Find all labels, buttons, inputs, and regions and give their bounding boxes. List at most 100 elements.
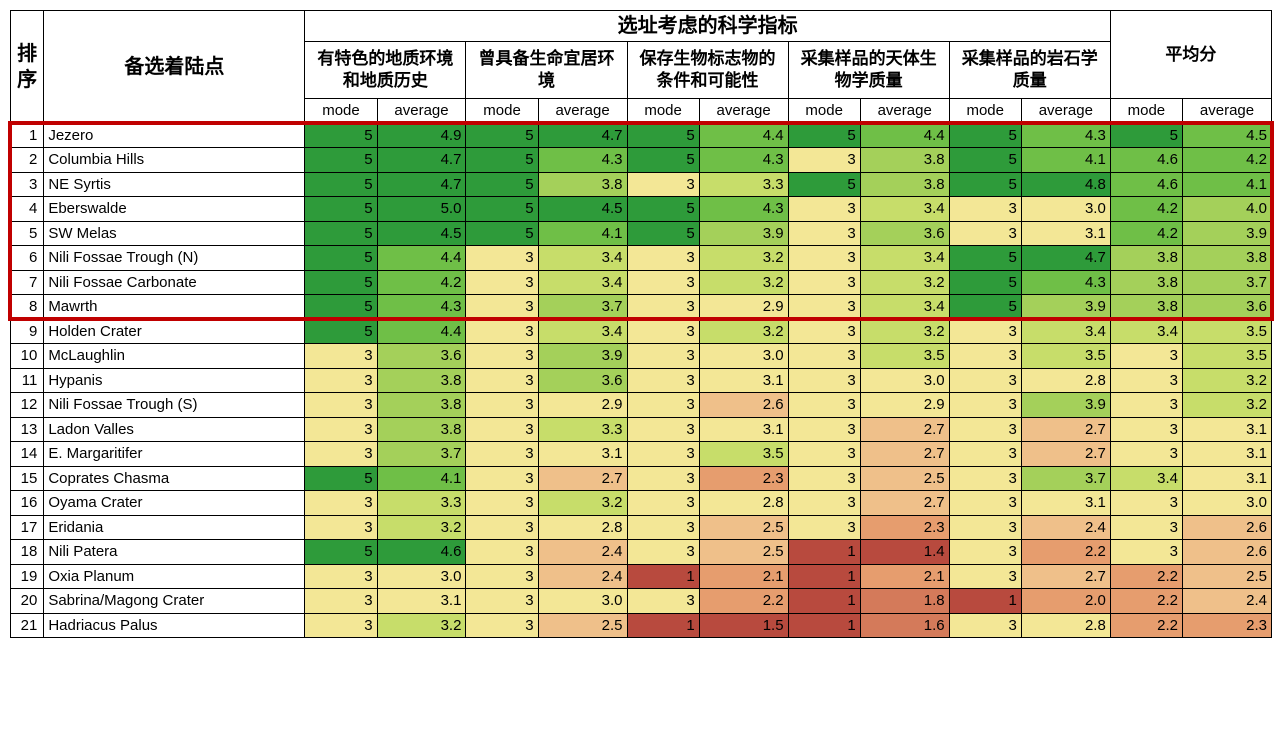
cell-rank: 7	[11, 270, 44, 295]
cell-average: 4.7	[377, 148, 466, 173]
cell-mode: 3	[788, 442, 860, 467]
cell-mode: 3	[466, 589, 538, 614]
cell-average: 3.1	[1021, 491, 1110, 516]
header-site: 备选着陆点	[44, 11, 305, 124]
cell-average: 3.1	[1183, 466, 1272, 491]
cell-site: Nili Fossae Carbonate	[44, 270, 305, 295]
cell-mode: 3	[466, 515, 538, 540]
header-criterion-0: 有特色的地质环境和地质历史	[305, 42, 466, 99]
cell-mode: 3	[466, 564, 538, 589]
subheader-average: average	[699, 99, 788, 124]
cell-mode: 3	[466, 613, 538, 638]
subheader-average: average	[860, 99, 949, 124]
cell-average: 2.5	[538, 613, 627, 638]
cell-average: 2.5	[699, 515, 788, 540]
cell-mode: 5	[305, 197, 377, 222]
cell-site: Holden Crater	[44, 319, 305, 344]
cell-average: 4.7	[538, 123, 627, 148]
cell-average: 3.7	[377, 442, 466, 467]
cell-average: 4.4	[860, 123, 949, 148]
cell-rank: 17	[11, 515, 44, 540]
cell-mode: 3	[1110, 368, 1182, 393]
cell-average: 4.8	[1021, 172, 1110, 197]
cell-mode: 3	[627, 172, 699, 197]
cell-site: McLaughlin	[44, 344, 305, 369]
cell-rank: 5	[11, 221, 44, 246]
cell-mode: 3	[627, 270, 699, 295]
cell-average: 3.9	[538, 344, 627, 369]
cell-average: 2.3	[699, 466, 788, 491]
cell-mode: 3	[949, 466, 1021, 491]
table-row: 9Holden Crater54.433.433.233.233.43.43.5	[11, 319, 1272, 344]
cell-mode: 3	[788, 344, 860, 369]
cell-mode: 3	[466, 491, 538, 516]
cell-average: 3.8	[1183, 246, 1272, 271]
cell-rank: 2	[11, 148, 44, 173]
cell-mode: 3	[1110, 417, 1182, 442]
cell-mode: 2.2	[1110, 613, 1182, 638]
cell-mode: 3	[1110, 491, 1182, 516]
cell-mode: 3	[305, 515, 377, 540]
subheader-mode: mode	[949, 99, 1021, 124]
cell-average: 3.5	[1021, 344, 1110, 369]
cell-average: 4.3	[538, 148, 627, 173]
cell-mode: 5	[305, 295, 377, 320]
cell-average: 1.5	[699, 613, 788, 638]
cell-average: 2.6	[1183, 540, 1272, 565]
cell-mode: 3	[1110, 344, 1182, 369]
cell-average: 2.5	[699, 540, 788, 565]
cell-average: 2.7	[860, 417, 949, 442]
cell-rank: 14	[11, 442, 44, 467]
cell-average: 5.0	[377, 197, 466, 222]
cell-rank: 9	[11, 319, 44, 344]
cell-mode: 5	[627, 148, 699, 173]
cell-average: 3.1	[1183, 417, 1272, 442]
cell-average: 4.4	[699, 123, 788, 148]
cell-mode: 3	[627, 491, 699, 516]
cell-average: 2.7	[1021, 417, 1110, 442]
cell-mode: 3	[949, 393, 1021, 418]
cell-site: Oyama Crater	[44, 491, 305, 516]
cell-average: 2.7	[1021, 442, 1110, 467]
cell-site: Jezero	[44, 123, 305, 148]
table-row: 7Nili Fossae Carbonate54.233.433.233.254…	[11, 270, 1272, 295]
cell-average: 3.0	[860, 368, 949, 393]
cell-average: 3.2	[699, 246, 788, 271]
cell-mode: 5	[305, 319, 377, 344]
cell-mode: 5	[949, 148, 1021, 173]
cell-average: 3.8	[860, 172, 949, 197]
cell-mode: 3	[466, 417, 538, 442]
cell-site: Hypanis	[44, 368, 305, 393]
cell-average: 3.5	[699, 442, 788, 467]
cell-mode: 5	[949, 246, 1021, 271]
cell-mode: 5	[305, 221, 377, 246]
cell-mode: 3	[305, 344, 377, 369]
cell-average: 2.4	[538, 564, 627, 589]
cell-mode: 3	[305, 368, 377, 393]
table-row: 11Hypanis33.833.633.133.032.833.2	[11, 368, 1272, 393]
cell-average: 4.2	[1183, 148, 1272, 173]
cell-average: 4.5	[377, 221, 466, 246]
cell-mode: 2.2	[1110, 589, 1182, 614]
cell-mode: 3	[949, 319, 1021, 344]
cell-rank: 18	[11, 540, 44, 565]
cell-rank: 3	[11, 172, 44, 197]
cell-mode: 3	[788, 197, 860, 222]
cell-mode: 3	[466, 393, 538, 418]
cell-average: 3.5	[1183, 319, 1272, 344]
cell-mode: 1	[788, 613, 860, 638]
cell-average: 3.2	[377, 613, 466, 638]
cell-average: 3.5	[860, 344, 949, 369]
cell-average: 4.2	[377, 270, 466, 295]
cell-site: SW Melas	[44, 221, 305, 246]
cell-average: 2.5	[1183, 564, 1272, 589]
cell-rank: 10	[11, 344, 44, 369]
cell-mode: 5	[305, 246, 377, 271]
cell-average: 3.9	[1021, 295, 1110, 320]
cell-site: Hadriacus Palus	[44, 613, 305, 638]
cell-mode: 5	[1110, 123, 1182, 148]
cell-average: 3.0	[377, 564, 466, 589]
cell-average: 3.0	[538, 589, 627, 614]
cell-average: 3.1	[699, 368, 788, 393]
cell-average: 4.3	[699, 148, 788, 173]
